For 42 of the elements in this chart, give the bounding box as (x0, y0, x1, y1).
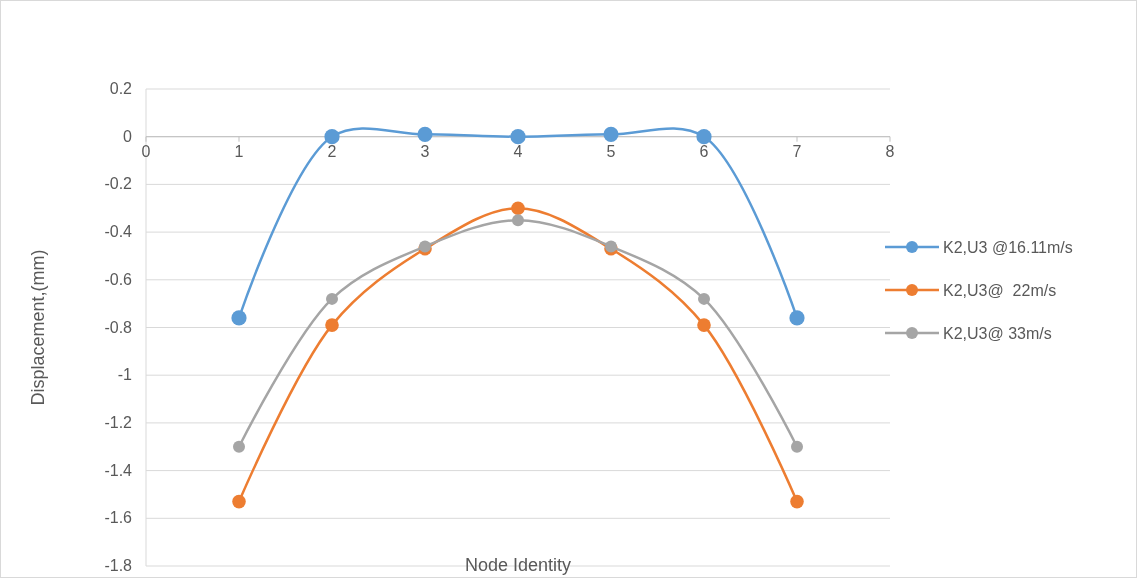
point (510, 129, 526, 145)
x-tick-label: 0 (141, 142, 151, 160)
point (791, 440, 803, 453)
point (789, 310, 805, 326)
y-tick-label: -1 (117, 366, 133, 384)
point (233, 440, 245, 453)
y-tick-label: -1.8 (104, 557, 133, 574)
x-tick-label: 4 (513, 142, 523, 160)
legend-label: K2,U3 @16.11m/s (943, 239, 1073, 256)
y-tick-label: 0 (123, 127, 133, 145)
point (790, 494, 804, 509)
legend-label: K2,U3@ 33m/s (943, 325, 1052, 342)
point (698, 292, 710, 305)
x-tick-label: 5 (606, 142, 616, 160)
y-tick-label: -0.6 (104, 270, 133, 288)
point (324, 129, 340, 145)
y-tick-label: -1.6 (104, 509, 133, 527)
y-tick-label: -0.4 (104, 223, 133, 241)
y-tick-label: -1.2 (104, 413, 133, 431)
x-tick-label: 8 (885, 142, 895, 160)
y-tick-label: 0.2 (109, 80, 133, 97)
point (511, 201, 525, 216)
point (417, 126, 433, 142)
point (512, 214, 524, 227)
x-tick-label: 3 (420, 142, 430, 160)
y-tick-label: -0.2 (104, 175, 133, 193)
x-tick-label: 2 (327, 142, 337, 160)
point (697, 318, 711, 332)
x-tick-label: 6 (699, 142, 709, 160)
legend-label: K2,U3@ 22m/s (943, 282, 1057, 299)
x-tick-label: 7 (792, 142, 802, 160)
x-axis-title: Node Identity (464, 555, 572, 575)
point (231, 310, 247, 326)
x-tick-label: 1 (234, 142, 244, 160)
point (325, 318, 339, 332)
point (603, 126, 619, 142)
point (232, 494, 246, 509)
y-axis-title: Displacement,(mm) (28, 249, 48, 406)
y-tick-label: -1.4 (104, 461, 133, 479)
point (326, 292, 338, 305)
point (696, 129, 712, 145)
y-tick-label: -0.8 (104, 318, 133, 336)
